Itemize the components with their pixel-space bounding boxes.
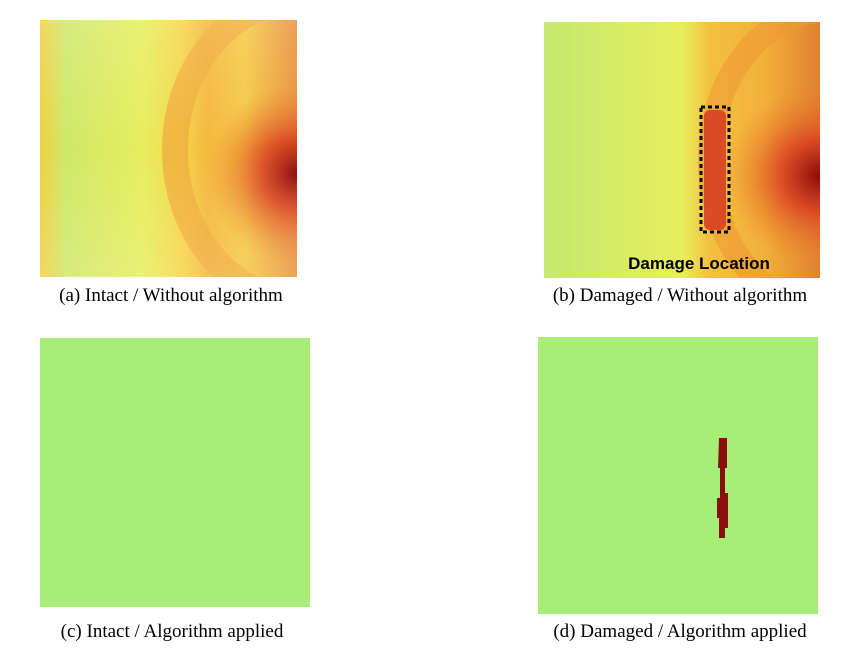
- shade: [40, 20, 297, 277]
- panel-a: [40, 20, 297, 277]
- caption: (d) Damaged / Algorithm applied: [553, 621, 807, 642]
- caption: (c) Intact / Algorithm applied: [61, 621, 284, 642]
- result-map: [538, 337, 818, 614]
- damage-spot: [704, 110, 726, 230]
- result-map: [40, 338, 310, 607]
- annotation: Damage Location: [628, 254, 770, 273]
- panel-b: [544, 22, 820, 278]
- caption: (b) Damaged / Without algorithm: [553, 285, 807, 306]
- damage-region: [717, 438, 728, 538]
- caption: (a) Intact / Without algorithm: [59, 285, 283, 306]
- damage-box: [699, 105, 731, 234]
- hot-spot: [544, 22, 820, 278]
